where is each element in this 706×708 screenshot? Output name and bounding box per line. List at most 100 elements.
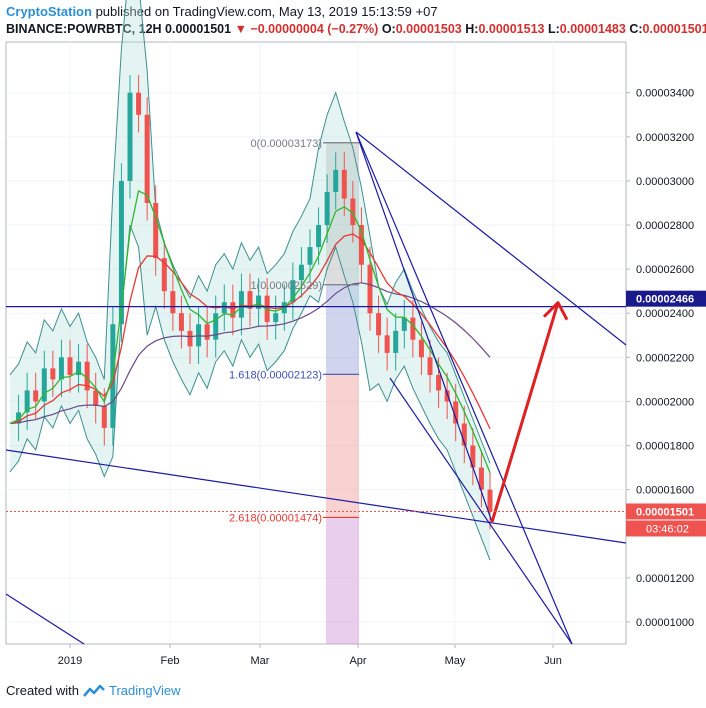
fib-level-label: 0(0.00003173) <box>250 138 322 150</box>
x-tick-label: Jun <box>544 655 562 667</box>
y-tick-label: 0.00002000 <box>636 396 694 408</box>
candle-body <box>247 291 253 309</box>
candle-body <box>101 405 107 428</box>
candles <box>16 75 493 530</box>
fib-level-label: 1.618(0.00002123) <box>229 369 322 381</box>
fib-level-label: 2.618(0.00001474) <box>229 512 322 524</box>
symbol-header: BINANCE:POWRBTC, 12H 0.00001501 ▼ −0.000… <box>6 22 706 36</box>
candle-body <box>436 374 442 391</box>
candle-body <box>367 264 373 314</box>
y-tick-label: 0.00002800 <box>636 220 694 232</box>
author-name[interactable]: CryptoStation <box>6 4 92 19</box>
price-axis[interactable]: 0.00003400 0.00003200 0.00003000 0.00002800… <box>626 88 694 629</box>
countdown-tag-label: 03:46:02 <box>646 523 689 535</box>
fib-zone-1618-2618 <box>326 374 359 518</box>
candle-body <box>127 92 133 181</box>
candle-body <box>41 368 47 402</box>
tradingview-link[interactable]: TradingView <box>108 683 181 698</box>
plot-area[interactable] <box>5 41 627 645</box>
candle-body <box>453 401 459 424</box>
candle-body <box>67 357 73 375</box>
candle-body <box>170 291 176 314</box>
descending-resistance-line <box>355 131 627 346</box>
time-axis[interactable]: 2019 Feb Mar Apr May Jun <box>58 644 562 667</box>
price-tag-bg <box>626 503 706 520</box>
x-tick-label: Mar <box>251 655 270 667</box>
wedge-upper-line <box>355 131 493 523</box>
y-tick-label: 0.00002600 <box>636 264 694 276</box>
candle-body <box>358 225 364 265</box>
candle-body <box>50 368 56 380</box>
bollinger-upper <box>9 0 491 464</box>
close-value: 0.00001501 <box>642 22 706 36</box>
x-tick-label: May <box>445 655 466 667</box>
candle-body <box>238 291 244 318</box>
candle-body <box>16 412 22 424</box>
publish-header: CryptoStation published on TradingView.c… <box>6 4 438 19</box>
candle-body <box>93 390 99 406</box>
candle-body <box>298 264 304 281</box>
y-tick-label: 0.00001800 <box>636 441 694 453</box>
target-arrow-shaft <box>490 302 560 523</box>
y-tick-label: 0.00001600 <box>636 485 694 497</box>
target-arrow-head <box>542 301 569 321</box>
candle-body <box>84 361 90 391</box>
hline-tag-label: 0.00002466 <box>636 294 694 306</box>
candle-body <box>161 258 167 292</box>
x-tick-label: Apr <box>349 655 366 667</box>
candle-body <box>144 114 150 203</box>
candle-body <box>487 489 493 512</box>
bollinger-lower <box>9 224 491 561</box>
high-label: H: <box>465 22 479 36</box>
candle-body <box>290 280 296 303</box>
candle-body <box>256 295 262 309</box>
fib-zone <box>326 142 359 644</box>
candle-body <box>478 467 484 490</box>
candle-body <box>136 92 142 115</box>
low-value: 0.00001483 <box>559 22 626 36</box>
x-tick-label: Feb <box>161 655 180 667</box>
x-tick-label: 2019 <box>58 655 82 667</box>
candle-body <box>33 390 39 402</box>
countdown-tag-bg <box>626 520 706 537</box>
last-price: 0.00001501 <box>165 22 232 36</box>
publish-info: published on TradingView.com, May 13, 20… <box>95 4 438 19</box>
candle-body <box>350 198 356 226</box>
candle-body <box>221 302 227 314</box>
y-tick-label: 0.00003000 <box>636 176 694 188</box>
candle-body <box>401 317 407 331</box>
close-label: C: <box>629 22 643 36</box>
open-label: O: <box>381 22 396 36</box>
candle-body <box>76 361 82 375</box>
candle-body <box>213 313 219 340</box>
candle-body <box>393 330 399 353</box>
candle-body <box>196 324 202 347</box>
created-with-label: Created with <box>6 683 79 698</box>
wedge-lower-line <box>389 377 573 645</box>
candle-body <box>410 317 416 340</box>
ema-fast <box>9 189 491 473</box>
candle-body <box>230 302 236 318</box>
down-arrow-icon: ▼ <box>234 22 247 36</box>
y-tick-label: 0.00002200 <box>636 352 694 364</box>
candle-body <box>461 423 467 446</box>
y-tick-label: 0.00002400 <box>636 308 694 320</box>
y-tick-label: 0.00001000 <box>636 617 694 629</box>
open-value: 0.00001503 <box>395 22 462 36</box>
price-tag-label: 0.00001501 <box>636 506 694 518</box>
candle-body <box>187 330 193 347</box>
candle-body <box>324 191 330 226</box>
footer: Created with TradingView <box>6 683 181 698</box>
fib-level-label: 1(0.00002529) <box>250 280 322 292</box>
candle-body <box>204 324 210 340</box>
tradingview-logo-icon <box>83 684 105 697</box>
lower-channel-line <box>5 593 85 645</box>
high-value: 0.00001513 <box>478 22 545 36</box>
candle-body <box>264 295 270 323</box>
trendlines[interactable] <box>5 131 627 645</box>
candle-body <box>316 225 322 248</box>
candle-body <box>376 313 382 336</box>
candle-body <box>178 313 184 331</box>
candle-body <box>58 357 64 380</box>
